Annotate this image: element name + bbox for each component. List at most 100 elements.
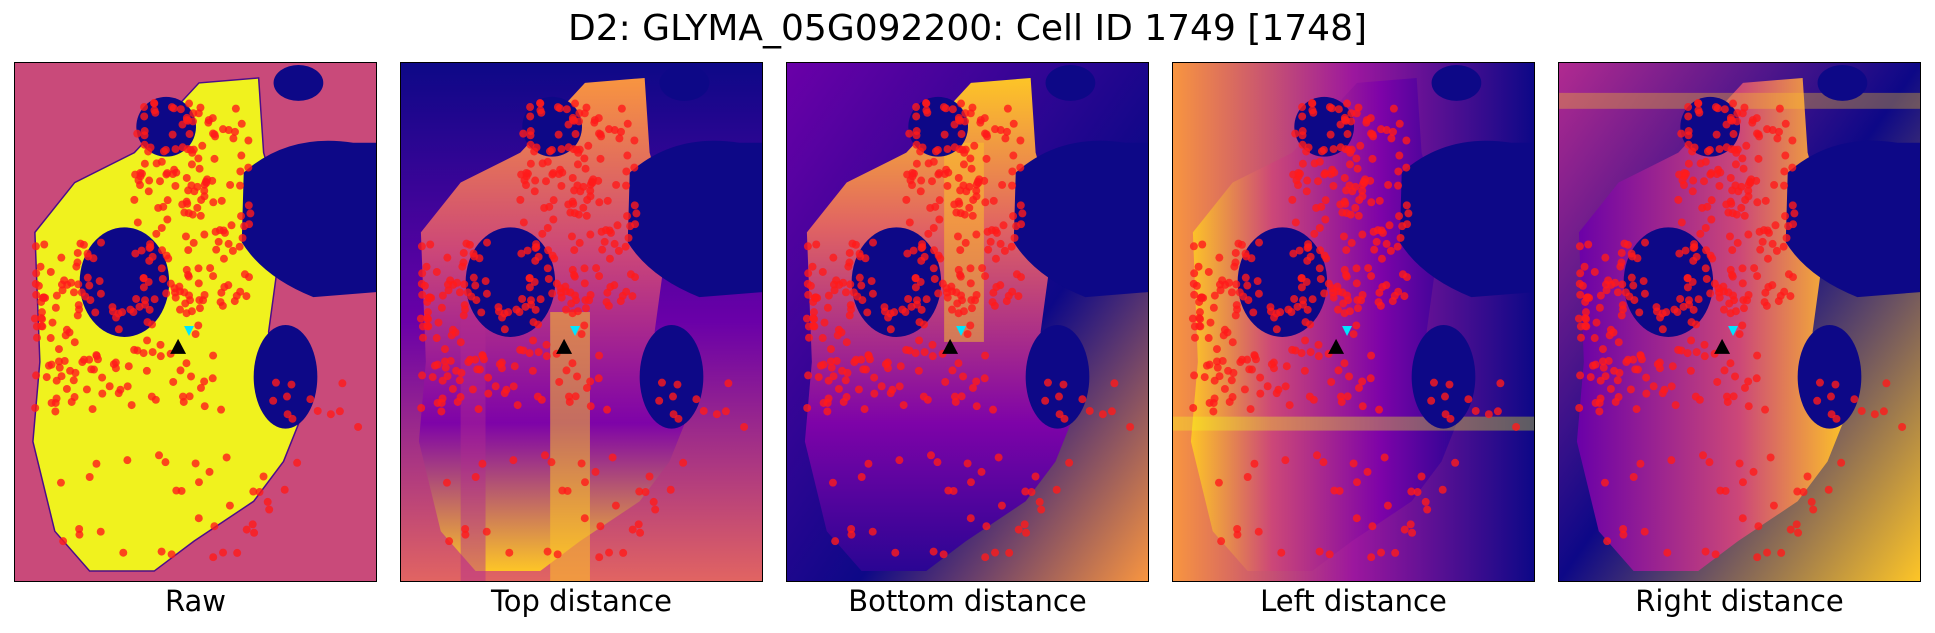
spot-marker xyxy=(962,187,971,196)
spot-marker xyxy=(1219,331,1228,340)
spot-marker xyxy=(1792,520,1801,529)
spot-marker xyxy=(601,226,610,235)
spot-marker xyxy=(580,264,589,273)
spot-marker xyxy=(1272,309,1281,318)
spot-marker xyxy=(193,203,202,212)
spot-marker xyxy=(544,274,553,283)
spot-marker xyxy=(611,501,620,510)
spot-marker xyxy=(526,159,535,168)
spot-marker xyxy=(182,115,191,124)
spot-marker xyxy=(1189,242,1198,251)
spot-marker xyxy=(1714,165,1723,174)
spot-marker xyxy=(1617,311,1626,320)
spot-marker xyxy=(623,151,632,160)
spot-marker xyxy=(1761,288,1770,297)
spot-marker xyxy=(548,289,557,298)
spot-marker xyxy=(245,273,253,282)
spot-marker xyxy=(1295,246,1304,255)
spot-marker xyxy=(1720,366,1729,375)
spot-marker xyxy=(75,305,84,314)
spot-marker xyxy=(1016,136,1025,145)
spot-marker xyxy=(1215,280,1224,289)
spot-marker xyxy=(1357,296,1366,305)
spot-marker xyxy=(171,288,179,297)
spot-marker xyxy=(1683,349,1692,358)
spot-marker xyxy=(48,318,57,327)
spot-marker xyxy=(96,289,105,298)
spot-marker xyxy=(133,218,142,227)
spot-marker xyxy=(144,187,153,196)
spot-marker xyxy=(1581,314,1590,323)
spot-marker xyxy=(1674,195,1683,204)
spot-marker xyxy=(530,187,539,196)
spot-marker xyxy=(1768,126,1777,135)
spot-marker xyxy=(886,325,895,334)
spot-marker xyxy=(724,379,733,388)
spot-marker xyxy=(1421,497,1430,506)
spot-marker xyxy=(1190,269,1199,278)
spot-marker xyxy=(1413,488,1422,497)
spot-marker xyxy=(1728,246,1737,255)
spot-marker xyxy=(456,338,465,347)
spot-marker xyxy=(1225,278,1234,287)
spot-marker xyxy=(1343,130,1352,139)
spot-marker xyxy=(217,405,226,414)
spot-marker xyxy=(242,525,251,534)
spot-marker xyxy=(1237,240,1246,249)
spot-marker xyxy=(930,246,939,255)
spot-marker xyxy=(989,405,998,414)
spot-marker xyxy=(1464,395,1473,404)
spot-marker xyxy=(471,281,480,290)
spot-marker xyxy=(1578,281,1587,290)
spot-marker xyxy=(542,177,550,186)
spot-marker xyxy=(1308,99,1317,108)
spot-marker xyxy=(586,192,595,201)
spot-marker xyxy=(883,364,892,373)
spot-marker xyxy=(196,383,205,392)
spot-marker xyxy=(1321,169,1330,178)
spot-marker xyxy=(651,505,660,514)
spot-marker xyxy=(432,268,441,276)
spot-marker xyxy=(987,226,996,235)
spot-marker xyxy=(954,173,963,182)
spot-marker xyxy=(67,398,76,406)
spot-marker xyxy=(1003,104,1012,113)
spot-marker xyxy=(471,473,480,481)
spot-marker xyxy=(75,530,84,539)
spot-marker xyxy=(1441,410,1450,419)
spot-marker xyxy=(51,303,60,312)
spot-marker xyxy=(1368,154,1377,163)
spot-marker xyxy=(73,311,82,320)
spot-marker xyxy=(1738,154,1747,163)
spot-marker xyxy=(150,106,159,115)
spot-marker xyxy=(935,196,944,205)
panel-label-bottom-distance: Bottom distance xyxy=(848,584,1087,618)
spot-marker xyxy=(1743,296,1752,305)
spot-marker xyxy=(244,201,253,210)
spot-marker xyxy=(1641,238,1650,247)
spot-marker xyxy=(845,258,854,267)
spot-marker xyxy=(189,238,198,247)
spot-marker xyxy=(1827,410,1836,419)
spot-marker xyxy=(1636,459,1645,468)
spot-marker xyxy=(1195,314,1204,323)
spot-marker xyxy=(1729,130,1738,139)
spot-marker xyxy=(231,127,239,136)
spot-marker xyxy=(1744,192,1753,201)
panel-label-top-distance: Top distance xyxy=(490,584,673,618)
spot-marker xyxy=(1831,380,1840,389)
spot-marker xyxy=(169,377,178,386)
spot-marker xyxy=(823,407,832,416)
spot-marker xyxy=(971,296,980,305)
spot-marker xyxy=(1581,322,1590,331)
spot-marker xyxy=(459,311,468,320)
spot-marker xyxy=(142,366,151,375)
spot-marker xyxy=(1339,232,1348,241)
spot-marker xyxy=(211,132,220,141)
spot-marker xyxy=(580,109,589,118)
spot-marker xyxy=(968,211,977,220)
spot-marker xyxy=(1726,359,1735,368)
spot-marker xyxy=(1037,505,1046,514)
spot-marker xyxy=(1719,282,1728,291)
spot-marker xyxy=(712,410,721,419)
